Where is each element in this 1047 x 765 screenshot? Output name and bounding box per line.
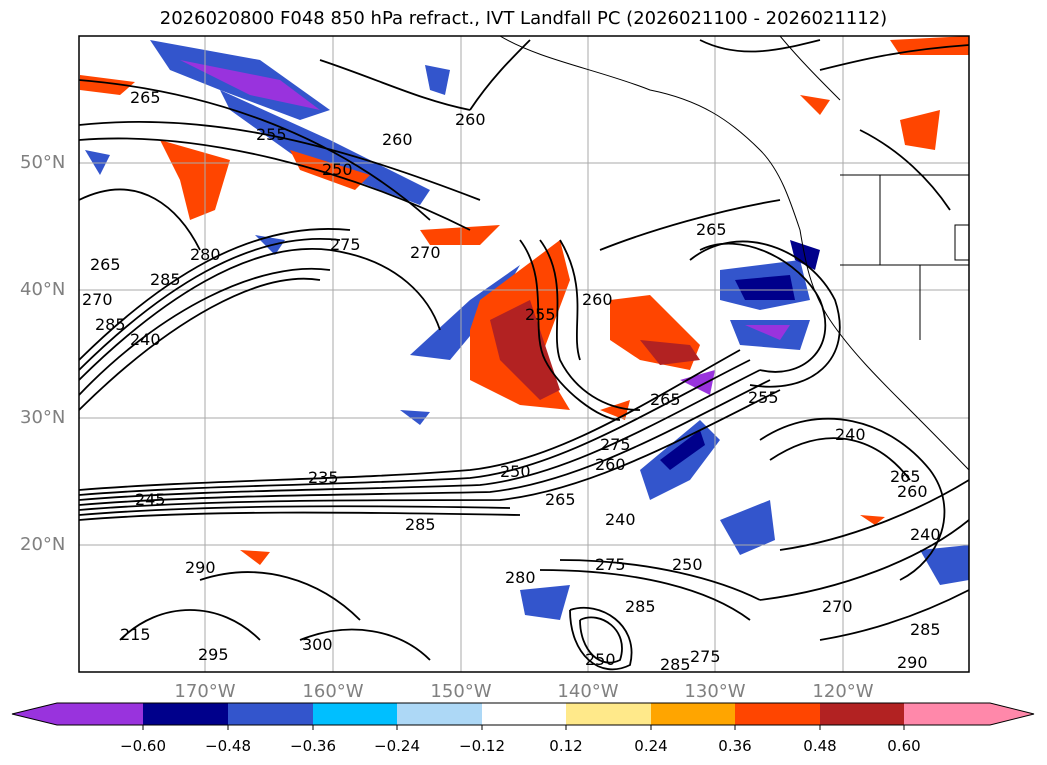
contour-label: 280 <box>190 245 221 264</box>
colorbar-segment <box>820 703 904 725</box>
colorbar-tick-label: −0.48 <box>205 737 251 755</box>
lat-label: 40°N <box>20 279 66 300</box>
contour-label: 275 <box>330 235 361 254</box>
contour-label: 240 <box>605 510 636 529</box>
contour-label: 295 <box>198 645 229 664</box>
colorbar-extend-low <box>12 703 57 725</box>
contour-label: 270 <box>82 290 113 309</box>
colorbar-segment <box>904 703 990 725</box>
contour-label: 270 <box>822 597 853 616</box>
contour-label: 245 <box>135 490 166 509</box>
colorbar-segment <box>651 703 735 725</box>
colorbar-tick-label: −0.60 <box>120 737 166 755</box>
contour-label: 265 <box>130 88 161 107</box>
lon-label: 120°W <box>812 681 874 702</box>
contour-label: 265 <box>650 390 681 409</box>
colorbar-tick-label: −0.36 <box>290 737 336 755</box>
colorbar-segment <box>397 703 482 725</box>
lon-label: 170°W <box>174 681 236 702</box>
contour-label: 285 <box>150 270 181 289</box>
contour-label: 260 <box>595 455 626 474</box>
contour-label: 285 <box>660 655 691 674</box>
contour-label: 250 <box>322 160 353 179</box>
contour-label: 280 <box>505 568 536 587</box>
contour-label: 265 <box>696 220 727 239</box>
colorbar-tick-label: 0.12 <box>549 737 583 755</box>
colorbar-segment <box>143 703 228 725</box>
lat-label: 20°N <box>20 534 66 555</box>
contour-label: 265 <box>90 255 121 274</box>
map-title: 2026020800 F048 850 hPa refract., IVT La… <box>159 8 888 29</box>
contour-label: 285 <box>95 315 126 334</box>
coastlines <box>499 36 969 471</box>
map-frame <box>78 35 970 673</box>
colorbar-tick-label: 0.48 <box>803 737 837 755</box>
contour-label: 250 <box>585 650 616 669</box>
colorbar-tick-label: −0.24 <box>374 737 420 755</box>
lon-label: 150°W <box>430 681 492 702</box>
contour-label: 240 <box>130 330 161 349</box>
colorbar-tick-label: 0.24 <box>634 737 668 755</box>
colorbar-tick-label: 0.36 <box>718 737 752 755</box>
contour-label: 260 <box>455 110 486 129</box>
contour-label: 285 <box>405 515 436 534</box>
contour-label: 290 <box>185 558 216 577</box>
colorbar-segment <box>313 703 397 725</box>
colorbar-segment <box>735 703 820 725</box>
contour-lines <box>79 39 969 671</box>
contour-label: 300 <box>302 635 333 654</box>
lon-label: 140°W <box>557 681 619 702</box>
contour-label: 250 <box>500 462 531 481</box>
contour-label: 260 <box>897 482 928 501</box>
contour-label: 265 <box>890 467 921 486</box>
lat-label: 30°N <box>20 407 66 428</box>
colorbar-segment <box>228 703 313 725</box>
contour-label: 290 <box>897 653 928 672</box>
contour-label: 285 <box>910 620 941 639</box>
contour-label: 275 <box>595 555 626 574</box>
contour-label: 275 <box>690 647 721 666</box>
colorbar-outline <box>11 702 1035 726</box>
contour-label: 285 <box>625 597 656 616</box>
contour-label: 240 <box>835 425 866 444</box>
contour-label: 255 <box>525 305 556 324</box>
colorbar-segment <box>482 703 566 725</box>
contour-label: 240 <box>910 525 941 544</box>
lon-label: 130°W <box>684 681 746 702</box>
contour-label: 265 <box>545 490 576 509</box>
colorbar-tick-label: −0.12 <box>459 737 505 755</box>
contour-label: 275 <box>600 435 631 454</box>
contour-label: 255 <box>256 125 287 144</box>
contour-label: 215 <box>120 625 151 644</box>
colorbar-tick-label: 0.60 <box>887 737 921 755</box>
contour-label: 235 <box>308 468 339 487</box>
lon-label: 160°W <box>302 681 364 702</box>
colorbar-segment <box>57 703 143 725</box>
lat-label: 50°N <box>20 152 66 173</box>
colorbar-extend-high <box>990 703 1034 725</box>
contour-label: 255 <box>748 388 779 407</box>
contour-label: 250 <box>672 555 703 574</box>
contour-label: 260 <box>382 130 413 149</box>
contour-label: 260 <box>582 290 613 309</box>
colorbar-segment <box>566 703 651 725</box>
contour-value-labels: 265 255 260 260 250 275 270 265 265 280 … <box>82 88 941 674</box>
colorbar <box>11 702 1035 730</box>
contour-label: 270 <box>410 243 441 262</box>
